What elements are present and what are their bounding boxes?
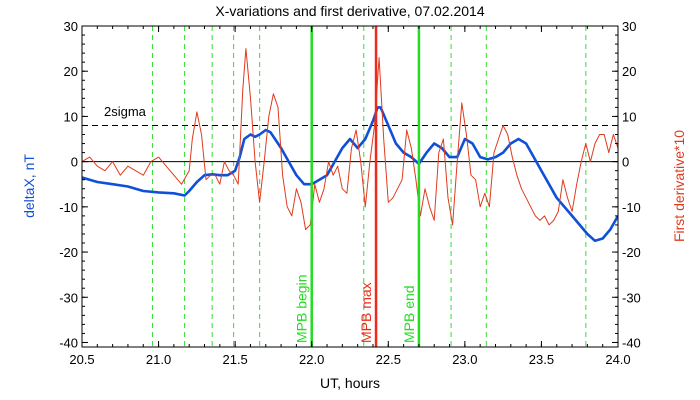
x-tick-label: 23.0 bbox=[452, 352, 477, 367]
mpb-max-label: MPB max bbox=[358, 282, 374, 343]
x-tick-label: 21.5 bbox=[222, 352, 247, 367]
y-tick-label-left: -20 bbox=[59, 245, 78, 260]
y-tick-label-right: 20 bbox=[622, 64, 636, 79]
y-tick-label-right: 0 bbox=[622, 155, 629, 170]
mpb-markers bbox=[310, 26, 421, 347]
y-tick-label-right: -40 bbox=[622, 335, 641, 350]
axes: 20.5 21.0 21.5 22.0 22.5 23.0 23.5 24.0 30 30 20 20… bbox=[59, 19, 641, 367]
chart-title: X-variations and first derivative, 07.02… bbox=[215, 3, 484, 19]
series-derivative bbox=[82, 48, 618, 230]
y-tick-label-left: 10 bbox=[64, 109, 78, 124]
y-tick-label-right: -30 bbox=[622, 290, 641, 305]
y-tick-label-left: 30 bbox=[64, 19, 78, 34]
mpb-marker-labels: MPB begin MPB max MPB end bbox=[294, 275, 417, 343]
mpb-end-label: MPB end bbox=[401, 285, 417, 343]
plot-frame bbox=[81, 25, 619, 348]
x-tick-label: 23.5 bbox=[529, 352, 554, 367]
y-tick-label-right: -10 bbox=[622, 200, 641, 215]
y-axis-label-right: First derivative*10 bbox=[671, 130, 687, 242]
y-tick-label-left: 20 bbox=[64, 64, 78, 79]
x-axis-label: UT, hours bbox=[320, 375, 380, 391]
x-tick-label: 22.5 bbox=[376, 352, 401, 367]
y-tick-label-left: 0 bbox=[71, 155, 78, 170]
x-tick-label: 24.0 bbox=[605, 352, 630, 367]
y-tick-label-left: -10 bbox=[59, 200, 78, 215]
x-tick-label: 21.0 bbox=[146, 352, 171, 367]
mpb-begin-label: MPB begin bbox=[294, 275, 310, 343]
x-tick-label: 20.5 bbox=[69, 352, 94, 367]
y-tick-label-left: -40 bbox=[59, 335, 78, 350]
y-tick-label-right: -20 bbox=[622, 245, 641, 260]
y-tick-label-right: 10 bbox=[622, 109, 636, 124]
series-lines bbox=[82, 48, 618, 243]
y-tick-label-right: 30 bbox=[622, 19, 636, 34]
y-tick-label-left: -30 bbox=[59, 290, 78, 305]
reference-lines bbox=[82, 124, 618, 163]
x-tick-label: 22.0 bbox=[299, 352, 324, 367]
sigma-label: 2sigma bbox=[104, 104, 147, 119]
y-axis-label-left: deltaX, nT bbox=[21, 154, 37, 218]
series-deltaX bbox=[82, 106, 618, 243]
